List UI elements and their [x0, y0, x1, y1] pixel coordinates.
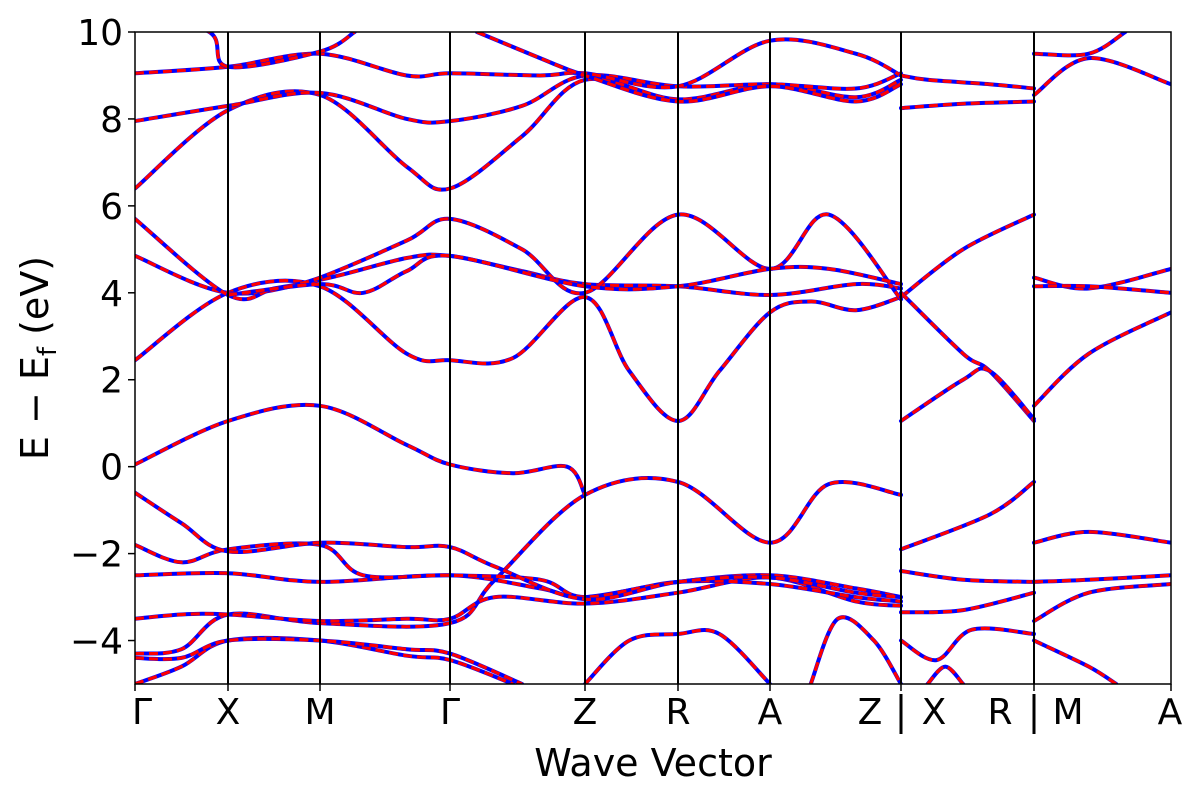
band-line-blue-21: [899, 366, 1036, 423]
plot-frame: [134, 31, 1172, 685]
band-line-blue-22: [899, 479, 1036, 552]
x-tick-label-gamma-2: Γ: [440, 692, 460, 733]
x-axis: [134, 684, 1172, 691]
band-line-red-35: [1033, 639, 1118, 684]
band-line-red-34: [1033, 582, 1171, 623]
band-line-red-21: [900, 366, 1036, 423]
band-line-red-37: [809, 615, 903, 684]
y-tick-label: 6: [100, 187, 123, 228]
band-line-red-10: [135, 212, 903, 301]
y-axis-title-main: E − E: [13, 356, 57, 460]
band-line-blue-37: [808, 615, 903, 684]
band-line-red-32: [1033, 530, 1171, 545]
y-tick-label: −4: [70, 622, 123, 663]
band-line-red-23: [900, 569, 1035, 584]
band-line-red-31: [1032, 310, 1171, 407]
band-line-red-16: [476, 32, 902, 104]
y-axis-title-unit: (eV): [13, 256, 57, 347]
band-line-blue-24: [899, 590, 1036, 615]
y-tick-label: 8: [100, 100, 123, 141]
band-line-blue-12: [135, 76, 903, 192]
x-tick-label-r-2: R: [987, 692, 1012, 733]
y-tick-label: 2: [100, 361, 123, 402]
band-line-blue-2: [135, 476, 903, 656]
band-line-red-24: [900, 591, 1035, 614]
band-line-blue-19: [899, 212, 1036, 300]
band-line-red-12: [135, 77, 902, 192]
x-tick-label-r: R: [665, 692, 690, 733]
y-tick-label: 0: [100, 448, 123, 489]
x-axis-title: Wave Vector: [534, 741, 772, 785]
x-tick-label-z: Z: [573, 692, 598, 733]
band-line-red-6: [135, 491, 902, 602]
band-line-blue-13: [135, 71, 903, 125]
band-line-red-36: [583, 628, 772, 684]
x-tick-label-x-2: X: [922, 692, 947, 733]
band-line-red-18: [900, 99, 1035, 110]
band-line-blue-27: [1032, 32, 1128, 58]
y-axis-title-subscript: f: [33, 346, 63, 356]
x-tick-label-a-end: A: [1158, 692, 1183, 733]
band-line-red-22: [900, 480, 1035, 551]
x-tick-label-m-2: M: [1052, 692, 1083, 733]
bands-layer: [135, 32, 1171, 684]
band-line-red-25: [900, 626, 1035, 662]
band-line-blue-25: [899, 626, 1036, 663]
x-tick-label-m: M: [304, 692, 335, 733]
x-tick-labels: Γ X M Γ Z R A Z X R M A: [132, 692, 1183, 734]
band-line-red-19: [900, 213, 1035, 299]
x-tick-label-a: A: [758, 692, 783, 733]
band-line-blue-31: [1032, 310, 1171, 408]
band-line-red-7: [135, 403, 587, 496]
band-line-red-17: [900, 73, 1035, 91]
x-tick-label-z-2: Z: [858, 692, 883, 733]
x-tick-label-x: X: [216, 692, 241, 733]
y-axis-title: E − Ef (eV): [13, 256, 63, 460]
band-line-blue-15: [204, 32, 357, 70]
band-line-red-11: [227, 253, 902, 297]
band-line-red-33: [1033, 573, 1171, 584]
band-line-blue-26: [925, 664, 966, 684]
y-tick-label: 10: [77, 13, 123, 54]
band-line-red-28: [1033, 56, 1171, 97]
band-line-red-30: [1033, 284, 1171, 295]
y-axis: −4 −2 0 2 4 6 8 10: [70, 13, 135, 663]
band-line-red-26: [926, 664, 965, 684]
band-line-red-27: [1033, 32, 1127, 57]
band-line-red-15: [205, 32, 356, 69]
band-line-red-14: [135, 37, 902, 89]
kpoint-boundary-lines: [227, 32, 1035, 684]
band-line-blue-8: [135, 278, 903, 424]
band-line-red-13: [135, 71, 902, 125]
band-line-red-2: [135, 476, 902, 656]
y-tick-label: 4: [100, 274, 123, 315]
x-tick-label-gamma-1: Γ: [132, 692, 152, 733]
y-tick-label: −2: [70, 535, 123, 576]
band-line-red-8: [135, 279, 902, 423]
band-line-red-29: [1033, 267, 1171, 291]
band-line-blue-16: [475, 32, 903, 104]
